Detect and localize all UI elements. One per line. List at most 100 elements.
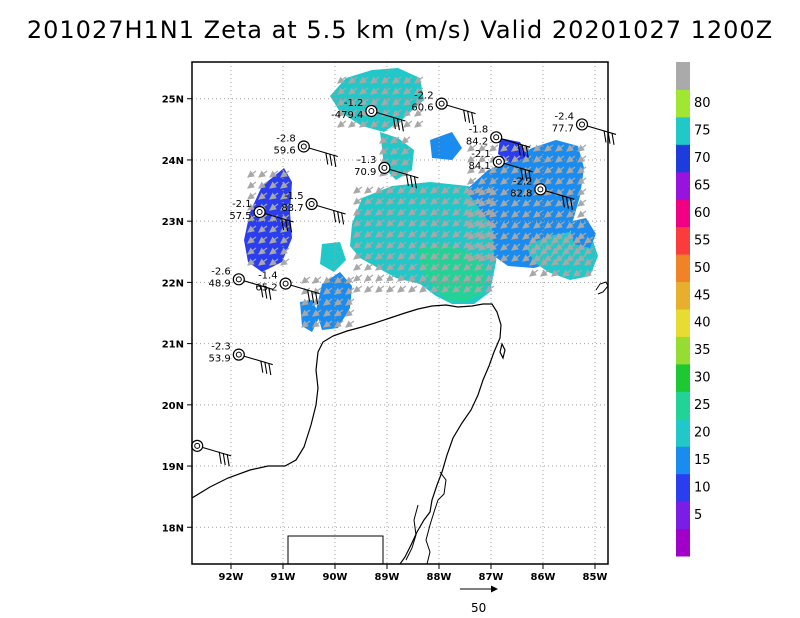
wind-vector: [430, 219, 440, 227]
wind-vector: [269, 247, 279, 255]
wind-vector: [522, 155, 532, 163]
wind-vector: [364, 241, 374, 249]
wind-vector: [419, 219, 429, 227]
wind-vector: [430, 230, 440, 238]
wind-barb-flag: [467, 110, 471, 123]
wind-vector: [577, 188, 587, 196]
wind-vector: [375, 208, 385, 216]
wind-vector: [386, 252, 396, 260]
wind-vector: [441, 241, 451, 249]
colorbar-label: 35: [694, 343, 711, 358]
wind-vector: [529, 258, 539, 266]
wind-vector: [544, 166, 554, 174]
wind-vector: [500, 199, 510, 207]
station-top-value: -2.1: [232, 199, 252, 210]
wind-vector: [280, 192, 290, 200]
wind-vector: [408, 285, 418, 293]
wind-vector: [403, 76, 413, 84]
wind-vector: [452, 197, 462, 205]
colorbar-label: 20: [694, 426, 711, 441]
wind-vector: [392, 87, 402, 95]
wind-vector: [430, 252, 440, 260]
wind-vector: [269, 225, 279, 233]
wind-vector: [323, 309, 333, 317]
station-marker: -2.648.9: [209, 266, 273, 300]
wind-vector: [337, 87, 347, 95]
wind-vector: [353, 274, 363, 282]
x-tick-label: 89W: [375, 572, 400, 583]
wind-vector: [392, 109, 402, 117]
wind-vector: [562, 258, 572, 266]
wind-vector: [258, 214, 268, 222]
station-circle: [297, 140, 310, 153]
station-markers: -1.2-479.4-2.260.6-2.477.7-2.859.6-1.884…: [191, 91, 617, 467]
wind-vector: [489, 199, 499, 207]
wind-vector: [301, 287, 311, 295]
wind-vector: [408, 219, 418, 227]
wind-vector: [566, 210, 576, 218]
wind-vector: [386, 219, 396, 227]
wind-vector: [403, 98, 413, 106]
wind-vector: [430, 285, 440, 293]
wind-vector: [478, 177, 488, 185]
wind-vector: [573, 236, 583, 244]
wind-vector: [375, 252, 385, 260]
axis-ticks: 92W 91W 90W 89W 88W 87W 86W 85W 18N 19N 20N 21N 22N 2…: [162, 95, 608, 583]
wind-vector: [312, 320, 322, 328]
station-top-value: -2.2: [414, 91, 434, 102]
wind-barb-flag: [281, 217, 285, 231]
wind-vector: [474, 285, 484, 293]
wind-vector: [566, 221, 576, 229]
wind-vector: [353, 285, 363, 293]
wind-vector: [478, 155, 488, 163]
wind-vector: [584, 236, 594, 244]
wind-vector: [334, 320, 344, 328]
wind-vector: [577, 221, 587, 229]
wind-vector: [381, 98, 391, 106]
wind-vector: [364, 263, 374, 271]
wind-vector: [359, 87, 369, 95]
wind-vector: [500, 254, 510, 262]
wind-vector: [337, 76, 347, 84]
wind-vector: [258, 236, 268, 244]
wind-vector: [364, 274, 374, 282]
cuba-coast: [595, 281, 608, 295]
wind-vector: [500, 177, 510, 185]
colorbar-swatch: [676, 281, 690, 310]
wind-vector: [452, 274, 462, 282]
wind-barb-flag: [409, 175, 413, 188]
station-marker: -1.583.7: [281, 191, 346, 225]
wind-vector: [247, 214, 257, 222]
x-tick-label: 91W: [271, 572, 296, 583]
wind-vector: [392, 98, 402, 106]
wind-vector: [511, 254, 521, 262]
wind-vector: [364, 285, 374, 293]
wind-vector: [511, 177, 521, 185]
wind-vector: [573, 269, 583, 277]
bay-inlet: [425, 471, 447, 564]
wind-vector: [489, 243, 499, 251]
wind-barb-flag: [392, 116, 396, 130]
wind-vector: [280, 170, 290, 178]
wind-vector: [522, 254, 532, 262]
colorbar-label: 55: [694, 233, 711, 248]
wind-vector: [555, 199, 565, 207]
wind-vector: [441, 285, 451, 293]
station-circle: [435, 97, 448, 110]
wind-barb-flag: [325, 152, 329, 165]
wind-vector: [334, 287, 344, 295]
wind-vector: [301, 320, 311, 328]
colorbar-swatch: [676, 254, 690, 283]
wind-vector: [441, 186, 451, 194]
station-circle: [365, 104, 378, 118]
wind-vector: [500, 243, 510, 251]
wind-vector: [401, 169, 411, 177]
wind-vector: [381, 87, 391, 95]
wind-vector: [485, 263, 495, 271]
wind-vector: [522, 221, 532, 229]
station-top-value: -1.8: [469, 124, 489, 135]
station-inner-ring: [300, 143, 307, 150]
x-tick-label: 92W: [219, 572, 244, 583]
wind-barb-flag: [285, 219, 289, 232]
wind-vector: [364, 208, 374, 216]
